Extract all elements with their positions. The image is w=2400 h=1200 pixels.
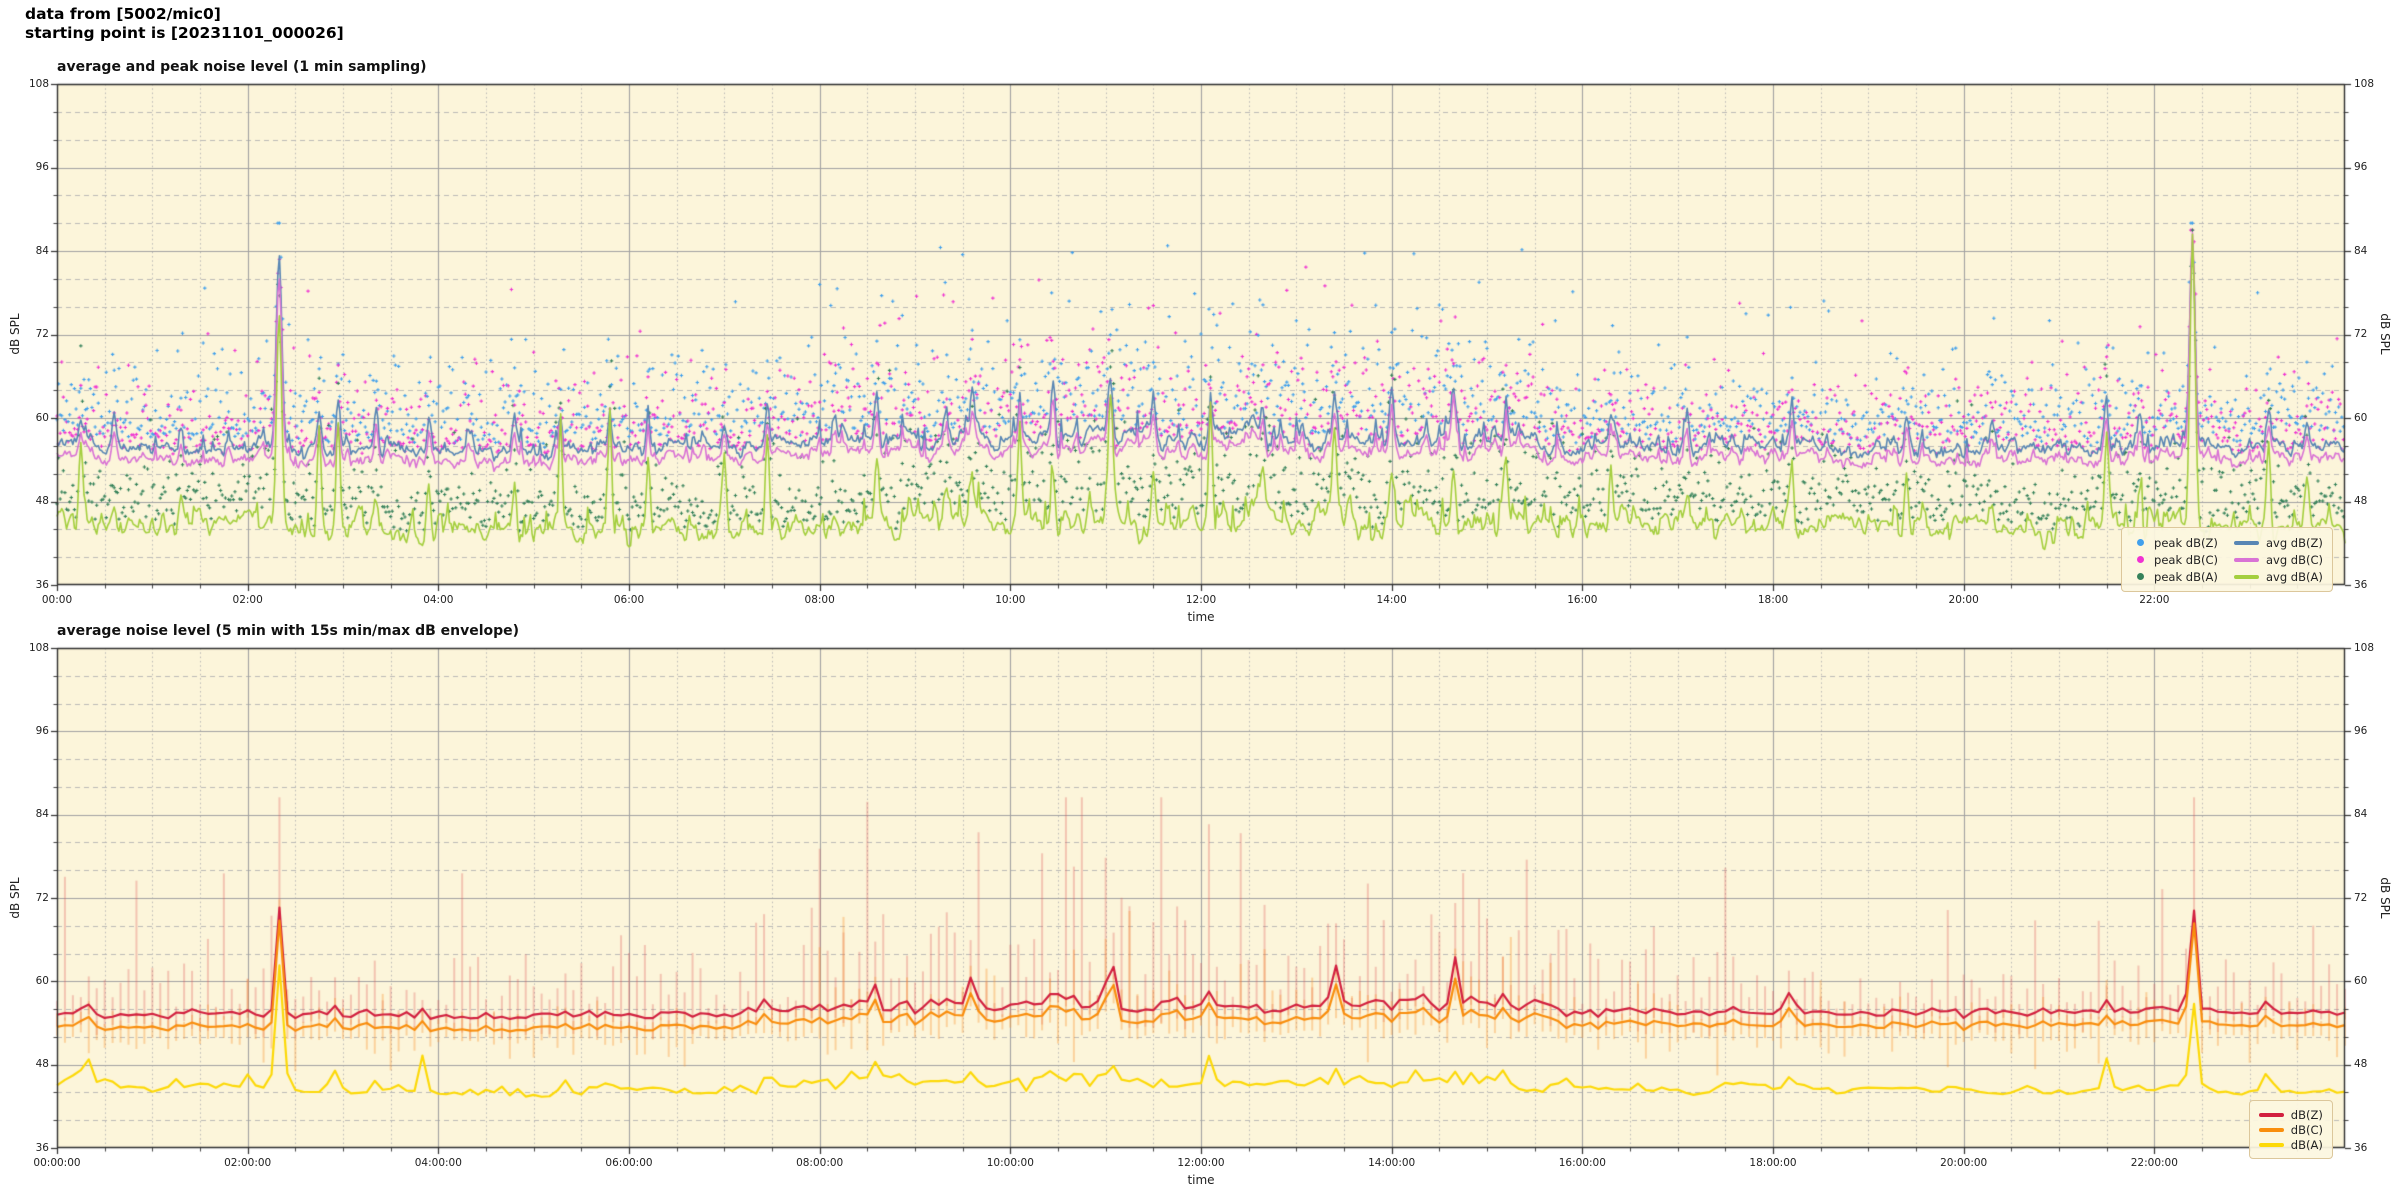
chart1-y-tick-label-right: 36 bbox=[2354, 578, 2368, 591]
chart2-y-tick-label-right: 96 bbox=[2354, 724, 2368, 737]
chart1-x-tick-label: 00:00 bbox=[41, 594, 73, 606]
legend-entry: dB(A) bbox=[2258, 1137, 2323, 1152]
chart2-x-tick-label: 14:00:00 bbox=[1368, 1157, 1416, 1169]
chart2-x-tick-label: 04:00:00 bbox=[414, 1157, 462, 1169]
chart1-y-tick-label-left: 48 bbox=[35, 495, 49, 507]
legend-label: peak dB(A) bbox=[2154, 569, 2218, 584]
legend-entry: dB(C) bbox=[2258, 1122, 2323, 1137]
chart1-x-tick-label: 08:00 bbox=[804, 594, 835, 606]
chart2-x-tick-label: 16:00:00 bbox=[1558, 1157, 1606, 1169]
chart1-xaxis-label: time bbox=[1187, 610, 1215, 624]
chart1-y-tick-label-left: 96 bbox=[35, 161, 49, 173]
chart2-y-tick-label-left: 36 bbox=[35, 1141, 49, 1154]
legend-entry: avg dB(Z) bbox=[2233, 534, 2323, 551]
header-start-line: starting point is [20231101_000026] bbox=[25, 24, 344, 42]
chart2-y-tick-label-left: 96 bbox=[35, 724, 49, 737]
header-source-line: data from [5002/mic0] bbox=[25, 5, 221, 23]
chart1-x-tick-label: 12:00 bbox=[1185, 594, 1217, 606]
chart1-y-tick-label-right: 72 bbox=[2354, 328, 2368, 340]
chart1-y-tick-label-right: 60 bbox=[2354, 411, 2368, 424]
chart2-y-tick-label-left: 108 bbox=[28, 641, 49, 654]
chart1-legend: peak dB(Z) peak dB(C) peak dB(A) avg dB(Z) a… bbox=[2121, 527, 2333, 592]
legend-entry: dB(Z) bbox=[2258, 1107, 2323, 1122]
chart1-y-tick-label-left: 36 bbox=[35, 578, 49, 591]
chart2-y-tick-label-left: 84 bbox=[35, 808, 49, 821]
chart1-x-tick-label: 20:00 bbox=[1948, 594, 1979, 606]
figure-header: data from [5002/mic0] starting point is … bbox=[25, 5, 344, 43]
chart2-y-tick-label-right: 84 bbox=[2354, 808, 2368, 821]
legend-line-marker bbox=[2258, 1142, 2284, 1147]
chart2-x-tick-label: 00:00:00 bbox=[33, 1157, 81, 1169]
chart2-y-tick-label-right: 108 bbox=[2354, 641, 2375, 654]
legend-label: peak dB(C) bbox=[2154, 552, 2218, 567]
chart2-y-tick-label-right: 72 bbox=[2354, 891, 2368, 904]
chart2-x-tick-label: 10:00:00 bbox=[986, 1157, 1034, 1169]
chart1-y-tick-label-right: 84 bbox=[2354, 244, 2368, 257]
legend-entry: peak dB(Z) bbox=[2131, 534, 2218, 551]
chart1-y-tick-label-right: 48 bbox=[2354, 495, 2368, 507]
chart2-x-tick-label: 12:00:00 bbox=[1177, 1157, 1225, 1169]
chart1-y-tick-label-right: 96 bbox=[2354, 161, 2368, 173]
legend-line-marker bbox=[2233, 557, 2259, 562]
chart1-y-tick-label-left: 108 bbox=[28, 77, 49, 90]
chart2-y-tick-label-right: 36 bbox=[2354, 1141, 2368, 1154]
legend-label: dB(Z) bbox=[2290, 1107, 2323, 1122]
chart2-xaxis-label: time bbox=[1187, 1173, 1215, 1187]
chart2-x-tick-label: 20:00:00 bbox=[1940, 1157, 1988, 1169]
chart1-x-tick-label: 02:00 bbox=[232, 594, 263, 606]
chart1-y-tick-label-right: 108 bbox=[2354, 77, 2375, 90]
legend-label: dB(A) bbox=[2290, 1137, 2323, 1152]
chart2-x-tick-label: 06:00:00 bbox=[605, 1157, 653, 1169]
legend-label: avg dB(C) bbox=[2265, 552, 2323, 567]
legend-label: avg dB(Z) bbox=[2265, 535, 2323, 550]
chart2-x-tick-label: 22:00:00 bbox=[2130, 1157, 2178, 1169]
chart2-y-tick-label-left: 72 bbox=[35, 891, 49, 904]
chart1-y-tick-label-left: 72 bbox=[35, 328, 49, 340]
legend-dot-marker bbox=[2137, 539, 2145, 546]
legend-line-marker bbox=[2233, 574, 2259, 579]
chart2-x-tick-label: 08:00:00 bbox=[796, 1157, 844, 1169]
legend-line-marker bbox=[2258, 1112, 2284, 1117]
legend-line-marker bbox=[2233, 540, 2259, 545]
chart2-x-tick-label: 02:00:00 bbox=[224, 1157, 272, 1169]
legend-label: peak dB(Z) bbox=[2154, 535, 2218, 550]
legend-line-marker bbox=[2258, 1127, 2284, 1132]
legend-entry: peak dB(C) bbox=[2131, 551, 2218, 568]
legend-entry: avg dB(A) bbox=[2233, 568, 2323, 585]
chart1-x-tick-label: 22:00 bbox=[2139, 594, 2170, 606]
legend-label: dB(C) bbox=[2290, 1122, 2323, 1137]
chart1-x-tick-label: 10:00 bbox=[995, 594, 1026, 606]
chart1-x-tick-label: 18:00 bbox=[1757, 594, 1789, 606]
chart2-y-tick-label-right: 60 bbox=[2354, 974, 2368, 987]
legend-dot-marker bbox=[2137, 573, 2145, 580]
legend-entry: peak dB(A) bbox=[2131, 568, 2218, 585]
chart1-x-tick-label: 14:00 bbox=[1376, 594, 1407, 606]
legend-entry: avg dB(C) bbox=[2233, 551, 2323, 568]
chart2-title: average noise level (5 min with 15s min/… bbox=[57, 623, 520, 639]
chart1-y-tick-label-left: 84 bbox=[35, 244, 49, 257]
chart1-x-tick-label: 04:00 bbox=[423, 594, 454, 606]
legend-label: avg dB(A) bbox=[2265, 569, 2323, 584]
chart1-x-tick-label: 16:00 bbox=[1567, 594, 1598, 606]
chart1-x-tick-label: 06:00 bbox=[613, 594, 645, 606]
chart1-title: average and peak noise level (1 min samp… bbox=[57, 59, 427, 75]
chart2-x-tick-label: 18:00:00 bbox=[1749, 1157, 1797, 1169]
legend-dot-marker bbox=[2137, 556, 2145, 563]
chart2-y-tick-label-left: 48 bbox=[35, 1058, 49, 1071]
chart2-y-tick-label-right: 48 bbox=[2354, 1058, 2368, 1071]
chart2-legend: dB(Z) dB(C) dB(A) bbox=[2248, 1100, 2333, 1159]
chart2-y-tick-label-left: 60 bbox=[35, 974, 49, 987]
chart1-y-tick-label-left: 60 bbox=[35, 411, 49, 424]
